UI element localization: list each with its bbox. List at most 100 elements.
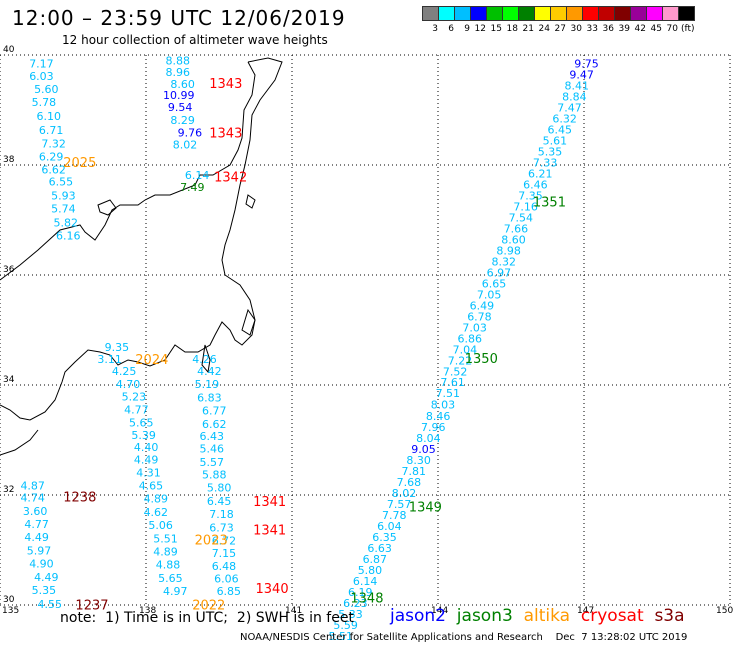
lon-label: 150 <box>716 606 733 616</box>
pass-time-label: 2025 <box>63 156 96 171</box>
swh-value: 7.18 <box>209 508 234 521</box>
swh-value: 5.78 <box>32 96 56 109</box>
pass-time-label: 2022 <box>192 598 225 613</box>
swh-value: 4.87 <box>20 480 45 493</box>
swh-value: 6.83 <box>197 392 222 405</box>
swh-value: 3.60 <box>23 505 48 518</box>
swh-value: 6.86 <box>457 333 482 346</box>
swh-value: 9.05 <box>411 443 436 456</box>
swh-value: 7.05 <box>477 289 502 302</box>
swh-value: 6.62 <box>41 163 66 176</box>
swh-value: 6.14 <box>353 575 378 588</box>
swh-value: 6.97 <box>487 267 512 280</box>
swh-value: 5.51 <box>153 532 178 545</box>
pacific-coast <box>0 57 283 421</box>
swh-value: 5.57 <box>200 456 225 469</box>
lon-label: 147 <box>577 606 594 616</box>
swh-value: 5.23 <box>122 390 146 403</box>
swh-value: 6.03 <box>29 70 54 83</box>
swh-value: 7.96 <box>421 421 446 434</box>
swh-value: 8.60 <box>170 78 195 91</box>
swh-value: 4.90 <box>29 558 54 571</box>
swh-value: 6.43 <box>200 430 225 443</box>
swh-value: 7.68 <box>397 476 422 489</box>
swh-value: 5.46 <box>200 443 225 456</box>
swh-value: 4.42 <box>197 365 222 378</box>
swh-value: 6.63 <box>367 542 392 555</box>
izu-peninsula <box>201 344 211 374</box>
swh-value: 7.52 <box>443 366 468 379</box>
legend-tick-label: 39 <box>618 24 630 34</box>
swh-value: 5.35 <box>32 584 56 597</box>
swh-value: 8.46 <box>426 410 451 423</box>
legend-labels: 3 6 9 12 15 18 21 24 27 30 33 36 39 42 45 70 (ft) <box>422 24 694 34</box>
satellite-cryosat: cryosat <box>580 606 655 626</box>
swh-value: 6.23 <box>343 597 368 610</box>
pass-time-label: 1343 <box>209 127 242 142</box>
swh-value: 7.66 <box>504 223 529 236</box>
legend-tick-label: 9 <box>464 24 470 34</box>
lat-label: 34 <box>3 375 15 385</box>
swh-value: 8.41 <box>565 80 590 93</box>
swh-value: 8.04 <box>416 432 441 445</box>
swh-value: 4.62 <box>144 506 169 519</box>
swh-value: 6.46 <box>523 179 548 192</box>
legend-tick-label: 27 <box>554 24 566 34</box>
swh-value: 6.32 <box>552 113 577 126</box>
legend-tick-label: 15 <box>490 24 502 34</box>
swh-value: 8.60 <box>501 234 526 247</box>
legend-swatch <box>678 6 695 21</box>
swh-value: 9.76 <box>178 126 203 139</box>
pass-time-label: 1341 <box>253 495 286 510</box>
legend-tick-label: 3 <box>432 24 438 34</box>
swh-value: 4.26 <box>192 353 217 366</box>
footer-note: note: 1) Time is in UTC; 2) SWH is in fe… <box>60 610 354 626</box>
pass-time-label: 1237 <box>75 598 108 613</box>
swh-value: 4.74 <box>20 492 45 505</box>
swh-value: 5.65 <box>158 572 183 585</box>
swh-value: 6.29 <box>39 151 64 164</box>
pass-time-label: 1238 <box>63 491 96 506</box>
legend-tick-label: 42 <box>634 24 646 34</box>
swh-value: 5.35 <box>538 146 563 159</box>
swh-value: 6.78 <box>467 311 492 324</box>
legend-swatches <box>422 6 695 21</box>
swh-value: 8.29 <box>170 114 195 127</box>
swh-value: 6.48 <box>212 560 237 573</box>
pass-time-label: 1348 <box>350 591 383 606</box>
swh-value: 8.02 <box>392 487 417 500</box>
swh-value: 5.93 <box>51 190 76 203</box>
kii-peninsula <box>0 429 39 456</box>
swh-value: 7.32 <box>41 137 66 150</box>
swh-value: 4.49 <box>24 531 49 544</box>
swh-value: 5.59 <box>333 619 358 632</box>
lon-label: 144 <box>431 606 448 616</box>
swh-value: 4.49 <box>34 571 59 584</box>
swh-value: 5.39 <box>131 429 156 442</box>
lat-label: 36 <box>3 265 15 275</box>
swh-value: 8.84 <box>562 91 587 104</box>
swh-value: 6.04 <box>377 520 402 533</box>
swh-value: 5.06 <box>148 519 173 532</box>
swh-value: 7.51 <box>436 387 461 400</box>
swh-value: 4.89 <box>153 546 178 559</box>
swh-value: 7.17 <box>29 58 54 71</box>
swh-value: 6.71 <box>39 124 64 137</box>
swh-value: 5.19 <box>195 378 220 391</box>
swh-value: 4.77 <box>124 404 149 417</box>
sado-island <box>245 194 256 209</box>
swh-value: 6.16 <box>56 229 81 242</box>
swh-value: 6.06 <box>214 572 239 585</box>
pass-time-label: 1343 <box>209 77 242 92</box>
legend-tick-label: 36 <box>602 24 614 34</box>
boso-peninsula <box>241 308 256 336</box>
swh-value: 10.99 <box>163 89 195 102</box>
swh-value: 6.77 <box>202 405 227 418</box>
swh-value: 5.61 <box>543 135 568 148</box>
pass-time-label: 2024 <box>135 353 168 368</box>
pass-time-label: 1342 <box>214 171 247 186</box>
swh-value: 7.35 <box>518 190 543 203</box>
swh-value: 7.61 <box>440 376 465 389</box>
pass-time-label: 1351 <box>533 195 566 210</box>
